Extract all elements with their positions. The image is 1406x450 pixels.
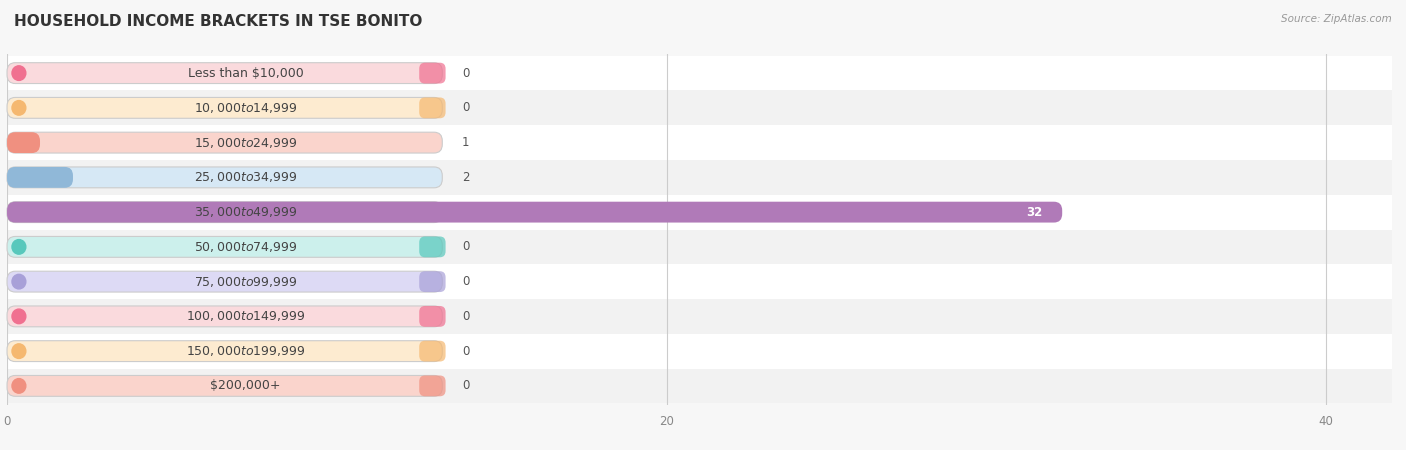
Text: 32: 32 xyxy=(1026,206,1042,219)
Text: $50,000 to $74,999: $50,000 to $74,999 xyxy=(194,240,297,254)
FancyBboxPatch shape xyxy=(7,236,443,257)
Text: Less than $10,000: Less than $10,000 xyxy=(188,67,304,80)
FancyBboxPatch shape xyxy=(419,236,446,257)
FancyBboxPatch shape xyxy=(7,341,443,361)
Text: HOUSEHOLD INCOME BRACKETS IN TSE BONITO: HOUSEHOLD INCOME BRACKETS IN TSE BONITO xyxy=(14,14,422,28)
FancyBboxPatch shape xyxy=(419,341,446,361)
Text: 0: 0 xyxy=(463,275,470,288)
Bar xyxy=(7,369,1392,403)
Bar xyxy=(7,56,1392,90)
Text: 1: 1 xyxy=(463,136,470,149)
Text: 0: 0 xyxy=(463,67,470,80)
Bar xyxy=(7,195,1392,230)
Text: 0: 0 xyxy=(463,345,470,358)
Bar xyxy=(7,160,1392,195)
Circle shape xyxy=(13,205,25,220)
Circle shape xyxy=(13,309,25,324)
Text: 0: 0 xyxy=(463,240,470,253)
Bar xyxy=(7,299,1392,334)
Text: 0: 0 xyxy=(463,379,470,392)
Bar xyxy=(7,125,1392,160)
FancyBboxPatch shape xyxy=(7,202,443,223)
FancyBboxPatch shape xyxy=(7,167,73,188)
Bar xyxy=(7,264,1392,299)
Text: 0: 0 xyxy=(463,310,470,323)
Text: $100,000 to $149,999: $100,000 to $149,999 xyxy=(186,310,305,324)
Text: $150,000 to $199,999: $150,000 to $199,999 xyxy=(186,344,305,358)
FancyBboxPatch shape xyxy=(7,202,1062,223)
FancyBboxPatch shape xyxy=(7,306,443,327)
Circle shape xyxy=(13,239,25,254)
Text: $25,000 to $34,999: $25,000 to $34,999 xyxy=(194,171,297,184)
Circle shape xyxy=(13,344,25,359)
Text: 0: 0 xyxy=(463,101,470,114)
FancyBboxPatch shape xyxy=(7,132,39,153)
Text: 2: 2 xyxy=(463,171,470,184)
Text: $35,000 to $49,999: $35,000 to $49,999 xyxy=(194,205,297,219)
FancyBboxPatch shape xyxy=(7,63,443,84)
Text: $200,000+: $200,000+ xyxy=(211,379,281,392)
FancyBboxPatch shape xyxy=(419,98,446,118)
FancyBboxPatch shape xyxy=(7,98,443,118)
Text: $10,000 to $14,999: $10,000 to $14,999 xyxy=(194,101,297,115)
Bar xyxy=(7,334,1392,369)
FancyBboxPatch shape xyxy=(7,375,443,396)
Circle shape xyxy=(13,135,25,150)
FancyBboxPatch shape xyxy=(419,306,446,327)
Circle shape xyxy=(13,378,25,393)
Circle shape xyxy=(13,100,25,115)
FancyBboxPatch shape xyxy=(7,271,443,292)
FancyBboxPatch shape xyxy=(419,63,446,84)
Circle shape xyxy=(13,274,25,289)
Circle shape xyxy=(13,170,25,184)
FancyBboxPatch shape xyxy=(419,375,446,396)
Circle shape xyxy=(13,66,25,81)
Text: $15,000 to $24,999: $15,000 to $24,999 xyxy=(194,135,297,149)
Bar xyxy=(7,230,1392,264)
FancyBboxPatch shape xyxy=(419,271,446,292)
Text: Source: ZipAtlas.com: Source: ZipAtlas.com xyxy=(1281,14,1392,23)
FancyBboxPatch shape xyxy=(7,167,443,188)
Text: $75,000 to $99,999: $75,000 to $99,999 xyxy=(194,274,297,288)
Bar xyxy=(7,90,1392,125)
FancyBboxPatch shape xyxy=(7,132,443,153)
